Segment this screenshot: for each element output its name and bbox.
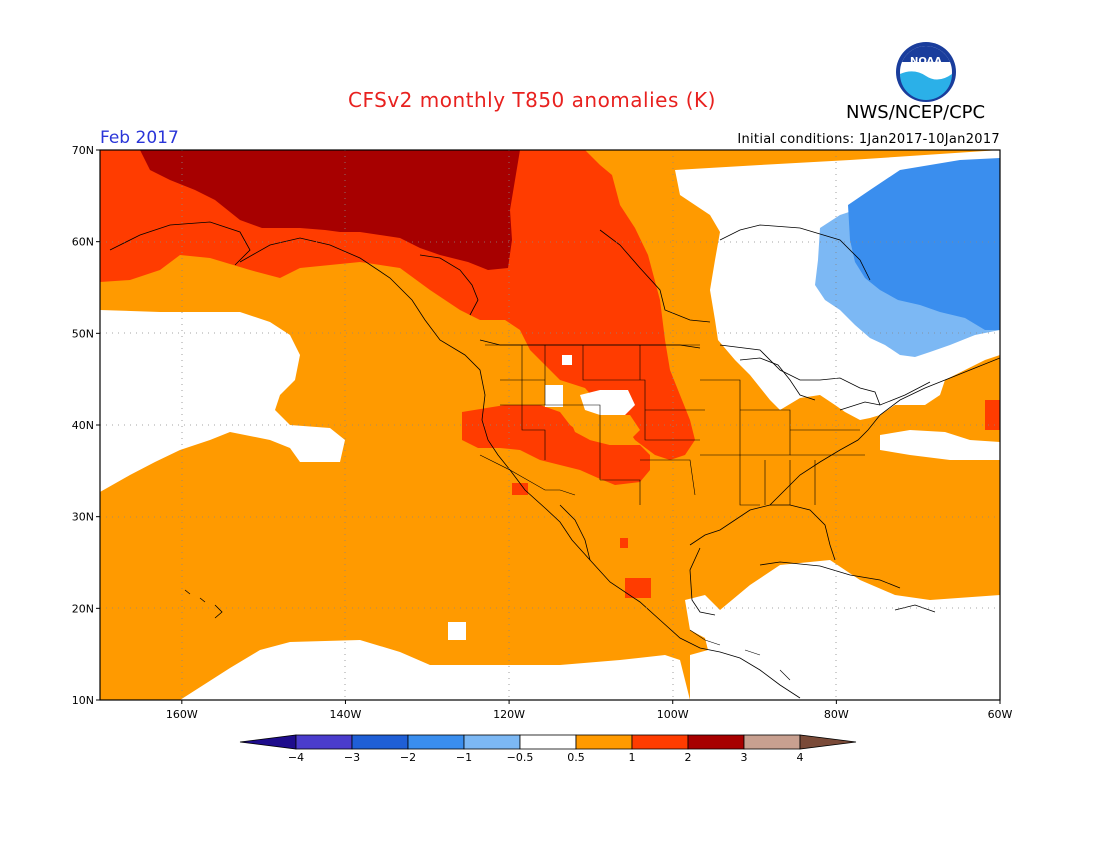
colorbar-label: 0.5 [567,751,585,764]
map-frame [99,149,1001,701]
map-title: CFSv2 monthly T850 anomalies (K) [348,88,716,112]
anomaly-region-white-caribbean [685,560,1000,700]
anomaly-region-white-ne-canada [675,150,1000,420]
colorbar-arrow-low [239,734,297,750]
colorbar-label: 2 [685,751,692,764]
organization-label: NWS/NCEP/CPC [846,102,986,123]
colorbar-label: −1 [456,751,472,764]
anomaly-region-red-patch-2 [625,578,651,598]
lon-tick-label: 60W [988,708,1013,721]
anomaly-region-red-patch-3 [620,538,628,548]
colorbar-swatch [687,734,745,750]
initial-conditions: Initial conditions: 1Jan2017-10Jan2017 [737,132,1000,147]
anomaly-region-white-pacific-north [100,310,345,492]
anomaly-region-lightblue-labrador [815,180,1000,357]
lon-tick-label: 100W [657,708,689,721]
colorbar-swatch [351,734,409,750]
colorbar-label: 4 [797,751,804,764]
colorbar-label: −3 [344,751,360,764]
political-boundaries [479,344,865,681]
colorbar-swatch [519,734,577,750]
lon-tick-label: 120W [493,708,525,721]
lon-tick-label: 160W [166,708,198,721]
colorbar-label: −0.5 [507,751,534,764]
logo-text: NOAA [910,56,942,67]
anomaly-region-blue-labrador [848,158,1000,330]
colorbar-swatch [743,734,801,750]
anomaly-region-red-southwest [462,405,650,485]
anomaly-region-white-atlantic [880,430,1000,460]
anomaly-region-white-pacific-south [180,640,690,700]
forecast-period: Feb 2017 [100,128,179,148]
lon-tick-label: 80W [824,708,849,721]
lat-tick-label: 20N [72,602,94,615]
colorbar-swatch [407,734,465,750]
longitude-axis: 160W 140W 120W 100W 80W 60W [166,700,1013,721]
lat-tick-label: 70N [72,144,94,157]
anomaly-region-red-patch-1 [512,483,528,495]
colorbar-swatch [463,734,521,750]
anomaly-region-white-patch [545,385,563,407]
colorbar-label: −2 [400,751,416,764]
lat-tick-label: 30N [72,511,94,524]
colorbar-swatch [575,734,633,750]
colorbar-swatch [631,734,689,750]
anomaly-region-white-small [448,622,466,640]
colorbar-label: −4 [288,751,304,764]
colorbar-label: 3 [741,751,748,764]
lat-tick-label: 50N [72,327,94,340]
anomaly-region-orange-colorado [570,415,640,445]
grid-lines [100,150,1000,700]
anomaly-region-red-patch-4 [985,400,1000,430]
colorbar-label: 1 [629,751,636,764]
noaa-logo: NOAA [894,40,958,108]
anomaly-region-white-patch-2 [562,355,572,365]
colorbar: −4 −3 −2 −1 −0.5 0.5 1 2 3 4 [239,734,857,764]
lat-tick-label: 40N [72,419,94,432]
colorbar-arrow-high [799,734,857,750]
anomaly-region-white-wyoming [580,390,635,415]
anomaly-region-red-north [100,150,695,460]
colorbar-swatch [295,734,353,750]
lat-tick-label: 60N [72,236,94,249]
coastlines [109,221,1000,699]
anomaly-region-darkred-alaska-yukon [140,150,520,270]
latitude-axis: 70N 60N 50N 40N 30N 20N 10N [72,144,100,707]
lon-tick-label: 140W [330,708,362,721]
anomaly-region-orange [100,150,1000,700]
lat-tick-label: 10N [72,694,94,707]
